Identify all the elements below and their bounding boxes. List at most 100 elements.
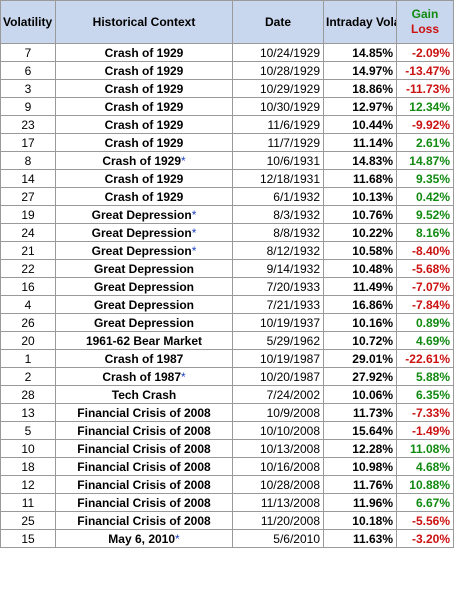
table-row: 6 Crash of 1929 10/28/1929 14.97% -13.47% <box>0 61 454 80</box>
volatility-cell: 10.58% <box>323 241 397 260</box>
table-row: 19 Great Depression* 8/3/1932 10.76% 9.52% <box>0 205 454 224</box>
table-row: 28 Tech Crash 7/24/2002 10.06% 6.35% <box>0 385 454 404</box>
volatility-cell: 11.68% <box>323 169 397 188</box>
context-text: Great Depression <box>93 261 195 276</box>
context-cell: Great Depression <box>55 313 233 332</box>
context-cell: Crash of 1929 <box>55 187 233 206</box>
volatility-cell: 10.44% <box>323 115 397 134</box>
gain-loss-cell: 0.89% <box>396 313 454 332</box>
date-cell: 7/21/1933 <box>232 295 324 314</box>
context-cell: Great Depression* <box>55 205 233 224</box>
date-cell: 8/3/1932 <box>232 205 324 224</box>
context-text: Financial Crisis of 2008 <box>77 405 211 420</box>
context-cell: Financial Crisis of 2008 <box>55 511 233 530</box>
table-row: 1 Crash of 1987 10/19/1987 29.01% -22.61% <box>0 349 454 368</box>
footnote-asterisk: * <box>181 153 186 168</box>
volatility-cell: 15.64% <box>323 421 397 440</box>
table-row: 25 Financial Crisis of 2008 11/20/2008 10.1… <box>0 511 454 530</box>
table-row: 16 Great Depression 7/20/1933 11.49% -7.07% <box>0 277 454 296</box>
rank-cell: 17 <box>0 133 56 152</box>
rank-cell: 6 <box>0 61 56 80</box>
context-cell: Crash of 1987* <box>55 367 233 386</box>
table-row: 3 Crash of 1929 10/29/1929 18.86% -11.73% <box>0 79 454 98</box>
date-cell: 11/20/2008 <box>232 511 324 530</box>
date-cell: 9/14/1932 <box>232 259 324 278</box>
context-cell: Financial Crisis of 2008 <box>55 403 233 422</box>
context-text: Crash of 1929 <box>104 99 184 114</box>
gain-loss-cell: 8.16% <box>396 223 454 242</box>
table-row: 10 Financial Crisis of 2008 10/13/2008 12.2… <box>0 439 454 458</box>
context-cell: Great Depression* <box>55 223 233 242</box>
volatility-cell: 11.14% <box>323 133 397 152</box>
date-cell: 10/19/1987 <box>232 349 324 368</box>
rank-cell: 16 <box>0 277 56 296</box>
rank-cell: 20 <box>0 331 56 350</box>
context-text: Financial Crisis of 2008 <box>77 513 211 528</box>
table-row: 23 Crash of 1929 11/6/1929 10.44% -9.92% <box>0 115 454 134</box>
gain-loss-cell: 12.34% <box>396 97 454 116</box>
context-text: 1961-62 Bear Market <box>85 333 203 348</box>
context-text: Crash of 1929 <box>104 171 184 186</box>
rank-cell: 22 <box>0 259 56 278</box>
context-text: Great Depression <box>91 225 192 240</box>
context-cell: Great Depression <box>55 277 233 296</box>
gain-loss-cell: 0.42% <box>396 187 454 206</box>
context-cell: Crash of 1929 <box>55 115 233 134</box>
rank-cell: 13 <box>0 403 56 422</box>
rank-cell: 14 <box>0 169 56 188</box>
table-row: 9 Crash of 1929 10/30/1929 12.97% 12.34% <box>0 97 454 116</box>
volatility-cell: 10.18% <box>323 511 397 530</box>
table-row: 20 1961-62 Bear Market 5/29/1962 10.72% 4.69… <box>0 331 454 350</box>
gain-loss-cell: -7.84% <box>396 295 454 314</box>
date-cell: 10/9/2008 <box>232 403 324 422</box>
header-loss: Loss <box>410 22 439 36</box>
context-cell: Crash of 1987 <box>55 349 233 368</box>
context-text: Financial Crisis of 2008 <box>77 495 211 510</box>
date-cell: 10/30/1929 <box>232 97 324 116</box>
footnote-asterisk: * <box>191 225 197 240</box>
date-cell: 11/13/2008 <box>232 493 324 512</box>
table-row: 24 Great Depression* 8/8/1932 10.22% 8.16% <box>0 223 454 242</box>
table-row: 14 Crash of 1929 12/18/1931 11.68% 9.35% <box>0 169 454 188</box>
table-row: 8 Crash of 1929* 10/6/1931 14.83% 14.87% <box>0 151 454 170</box>
rank-cell: 11 <box>0 493 56 512</box>
gain-loss-cell: -9.92% <box>396 115 454 134</box>
date-cell: 6/1/1932 <box>232 187 324 206</box>
date-cell: 10/10/2008 <box>232 421 324 440</box>
date-cell: 10/24/1929 <box>232 43 324 62</box>
date-cell: 8/12/1932 <box>232 241 324 260</box>
gain-loss-cell: -5.68% <box>396 259 454 278</box>
gain-loss-cell: -7.07% <box>396 277 454 296</box>
gain-loss-cell: -1.49% <box>396 421 454 440</box>
header-gain-loss: Gain Loss <box>396 0 454 44</box>
volatility-cell: 18.86% <box>323 79 397 98</box>
context-cell: Tech Crash <box>55 385 233 404</box>
volatility-cell: 11.73% <box>323 403 397 422</box>
gain-loss-cell: 4.68% <box>396 457 454 476</box>
context-text: Great Depression <box>91 243 192 258</box>
gain-loss-cell: -3.20% <box>396 529 454 548</box>
context-cell: Crash of 1929 <box>55 79 233 98</box>
rank-cell: 1 <box>0 349 56 368</box>
volatility-cell: 16.86% <box>323 295 397 314</box>
context-cell: Financial Crisis of 2008 <box>55 475 233 494</box>
context-text: Tech Crash <box>111 387 177 402</box>
date-cell: 11/6/1929 <box>232 115 324 134</box>
context-text: Crash of 1987 <box>102 369 182 384</box>
gain-loss-cell: 9.52% <box>396 205 454 224</box>
rank-cell: 9 <box>0 97 56 116</box>
context-text: Crash of 1987 <box>104 351 184 366</box>
context-cell: May 6, 2010* <box>55 529 233 548</box>
date-cell: 7/20/1933 <box>232 277 324 296</box>
table-row: 26 Great Depression 10/19/1937 10.16% 0.89% <box>0 313 454 332</box>
context-text: Crash of 1929 <box>104 135 184 150</box>
context-text: Crash of 1929 <box>102 153 182 168</box>
gain-loss-cell: 5.88% <box>396 367 454 386</box>
gain-loss-cell: -13.47% <box>396 61 454 80</box>
date-cell: 10/6/1931 <box>232 151 324 170</box>
header-volatility: Intraday Volatility <box>323 0 397 44</box>
rank-cell: 2 <box>0 367 56 386</box>
table-row: 15 May 6, 2010* 5/6/2010 11.63% -3.20% <box>0 529 454 548</box>
rank-cell: 23 <box>0 115 56 134</box>
date-cell: 10/28/1929 <box>232 61 324 80</box>
